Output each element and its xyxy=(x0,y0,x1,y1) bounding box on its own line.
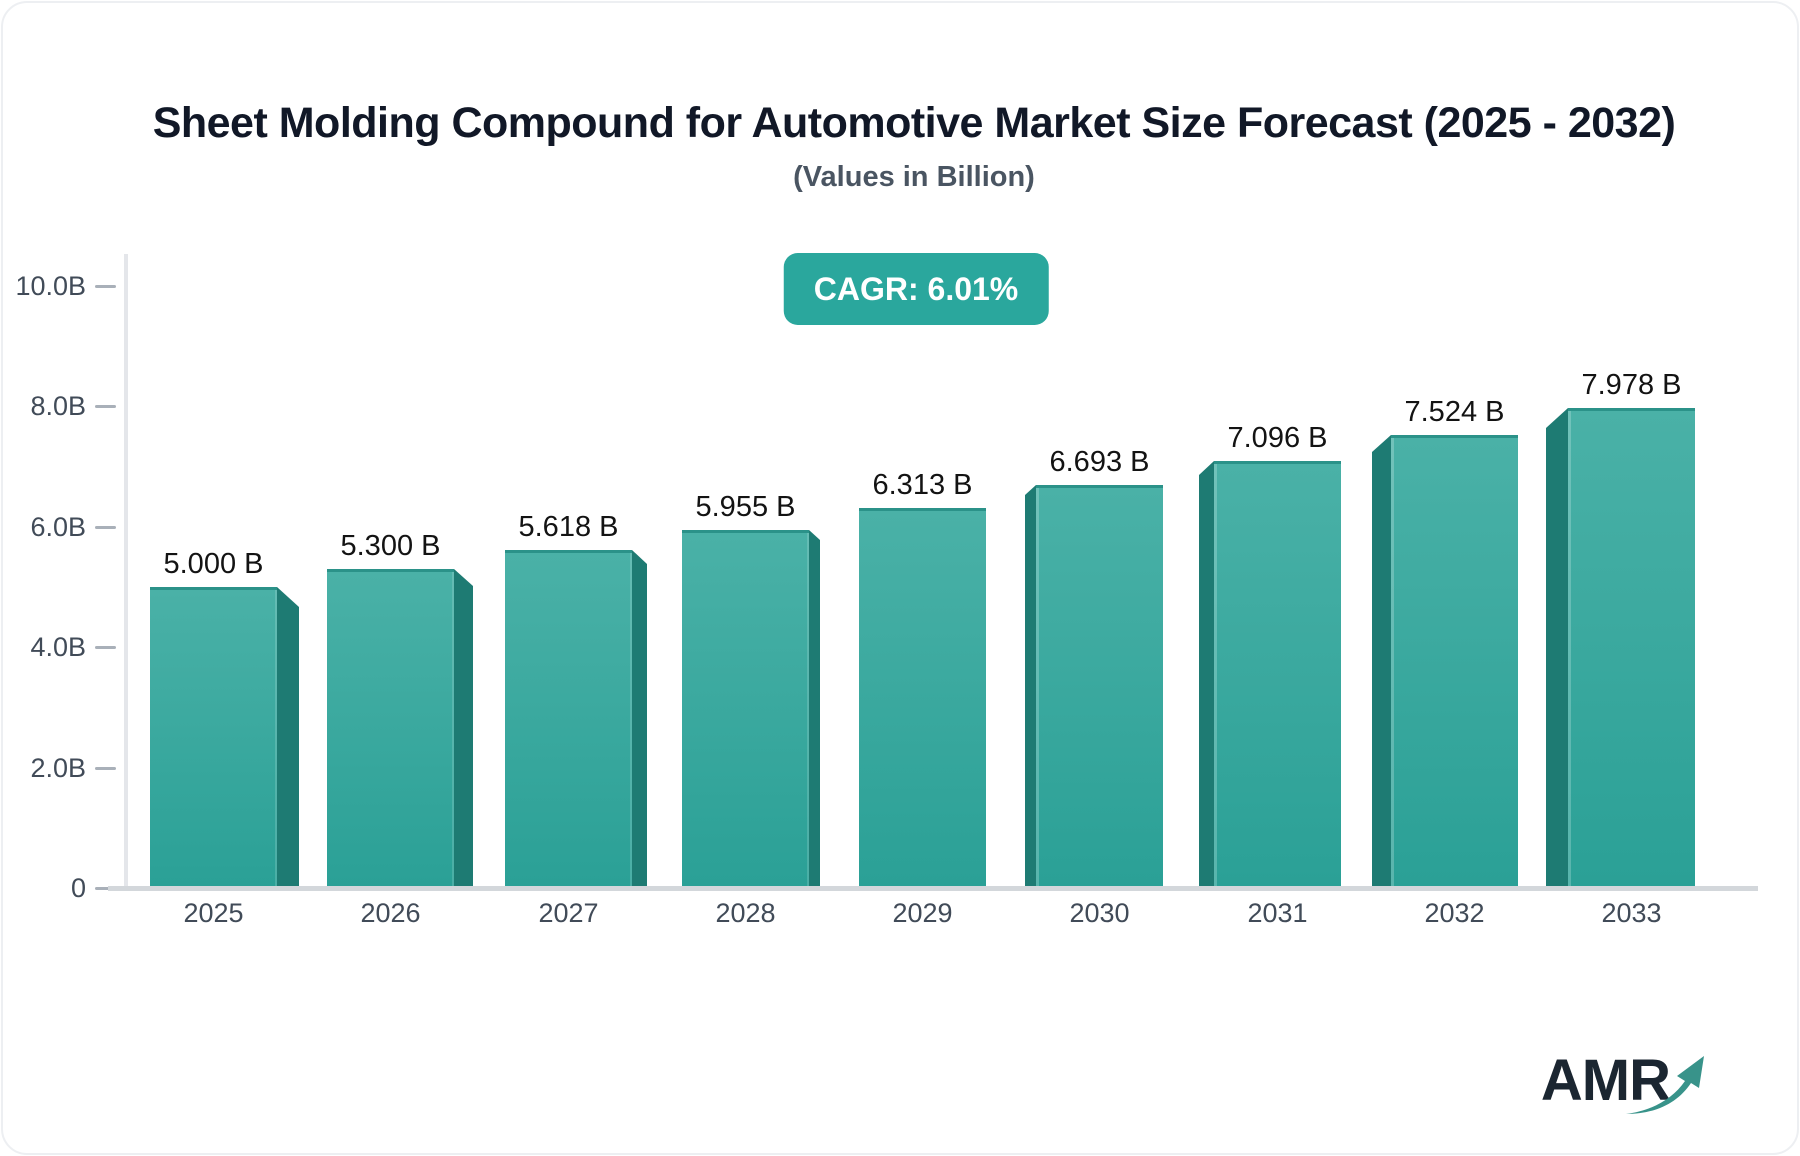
y-tick-mark-0 xyxy=(95,887,116,890)
bar-2026 xyxy=(327,569,454,891)
x-tick-label-2030: 2030 xyxy=(1069,898,1130,928)
bar-2027 xyxy=(505,550,632,891)
bar-value-label-2027: 5.618 B xyxy=(518,511,619,543)
bar-value-label-2025: 5.000 B xyxy=(163,548,264,580)
chart-subtitle: (Values in Billion) xyxy=(793,161,1035,193)
x-axis-baseline xyxy=(108,886,1758,891)
x-tick-label-2026: 2026 xyxy=(360,898,421,928)
x-tick-label-2025: 2025 xyxy=(183,898,244,928)
amr-logo-text: AMR xyxy=(1540,1048,1671,1113)
y-tick-mark-2.0B xyxy=(95,767,116,770)
bar-2030 xyxy=(1036,485,1163,891)
bar-side-2027 xyxy=(632,550,647,891)
bar-value-label-2026: 5.300 B xyxy=(340,530,441,562)
y-tick-label-4.0B: 4.0B xyxy=(30,632,86,662)
y-tick-mark-6.0B xyxy=(95,526,116,529)
bar-side-2028 xyxy=(809,530,820,891)
y-tick-mark-8.0B xyxy=(95,405,116,408)
y-tick-label-0: 0 xyxy=(70,873,86,903)
bar-side-2030 xyxy=(1025,485,1036,891)
bar-value-label-2028: 5.955 B xyxy=(695,491,796,523)
cagr-badge: CAGR: 6.01% xyxy=(783,253,1049,325)
bar-value-label-2032: 7.524 B xyxy=(1404,396,1505,428)
y-axis-line xyxy=(124,254,128,891)
x-tick-label-2029: 2029 xyxy=(892,898,953,928)
bar-side-2026 xyxy=(454,569,473,891)
bar-value-label-2031: 7.096 B xyxy=(1227,422,1328,454)
y-tick-label-2.0B: 2.0B xyxy=(30,753,86,783)
bar-2033 xyxy=(1568,408,1695,891)
bar-value-label-2033: 7.978 B xyxy=(1581,369,1682,401)
bar-2031 xyxy=(1214,461,1341,891)
y-tick-label-8.0B: 8.0B xyxy=(30,391,86,421)
amr-logo: AMR xyxy=(1540,1048,1708,1114)
bar-value-label-2029: 6.313 B xyxy=(872,469,973,501)
x-tick-label-2033: 2033 xyxy=(1601,898,1662,928)
y-tick-mark-4.0B xyxy=(95,646,116,649)
y-tick-label-10.0B: 10.0B xyxy=(15,271,86,301)
bar-value-label-2030: 6.693 B xyxy=(1049,446,1150,478)
bar-side-2033 xyxy=(1546,408,1568,891)
x-tick-label-2031: 2031 xyxy=(1247,898,1308,928)
growth-arrow-icon xyxy=(1626,1056,1704,1114)
bar-side-2031 xyxy=(1199,461,1214,891)
bar-2028 xyxy=(682,530,809,891)
bar-2029 xyxy=(859,508,986,891)
x-tick-label-2032: 2032 xyxy=(1424,898,1485,928)
x-tick-label-2028: 2028 xyxy=(715,898,776,928)
bar-2032 xyxy=(1391,435,1518,891)
y-tick-mark-10.0B xyxy=(95,285,116,288)
bar-side-2032 xyxy=(1372,435,1391,891)
chart-title: Sheet Molding Compound for Automotive Ma… xyxy=(152,99,1676,147)
y-tick-label-6.0B: 6.0B xyxy=(30,512,86,542)
bar-side-2025 xyxy=(277,587,299,891)
x-tick-label-2027: 2027 xyxy=(538,898,599,928)
bar-2025 xyxy=(150,587,277,891)
